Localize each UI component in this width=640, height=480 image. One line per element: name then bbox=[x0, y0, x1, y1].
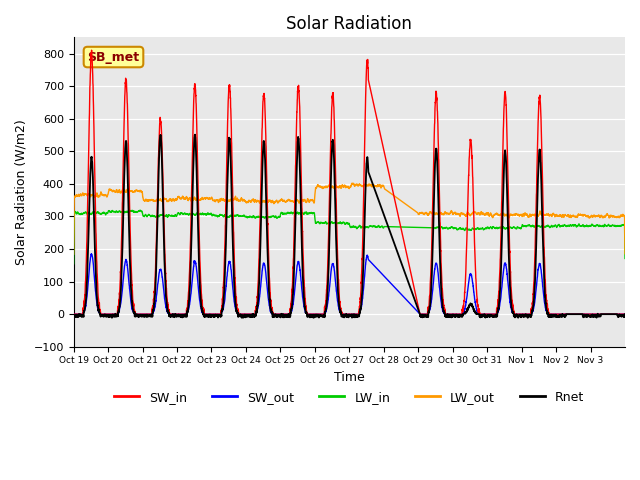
Title: Solar Radiation: Solar Radiation bbox=[286, 15, 412, 33]
Legend: SW_in, SW_out, LW_in, LW_out, Rnet: SW_in, SW_out, LW_in, LW_out, Rnet bbox=[109, 385, 589, 408]
Y-axis label: Solar Radiation (W/m2): Solar Radiation (W/m2) bbox=[15, 119, 28, 265]
X-axis label: Time: Time bbox=[334, 371, 365, 384]
Text: SB_met: SB_met bbox=[88, 50, 140, 63]
